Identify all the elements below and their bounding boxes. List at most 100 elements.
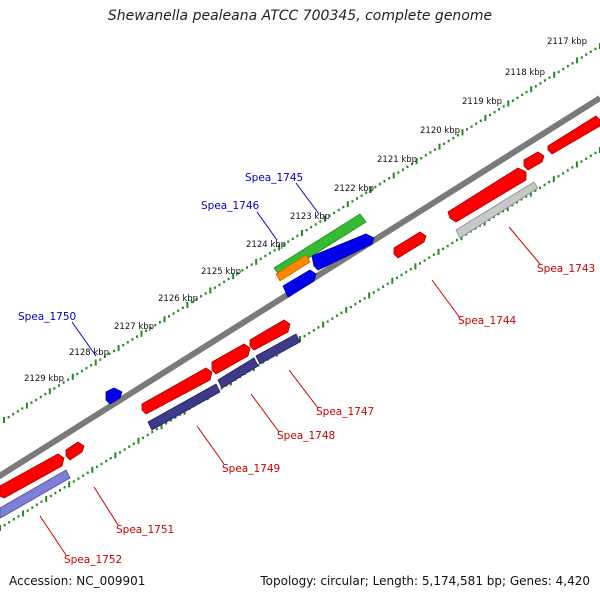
outer-tick-major — [461, 129, 464, 136]
outer-tick-major — [576, 57, 579, 64]
gene-red-5[interactable] — [249, 319, 291, 351]
outer-tick-major — [278, 244, 281, 251]
outer-tick-major — [71, 373, 74, 380]
gene-red-2[interactable] — [523, 151, 545, 171]
inner-tick-minor — [580, 160, 583, 163]
outer-tick-minor — [113, 349, 115, 353]
inner-tick-minor — [363, 297, 366, 300]
inner-tick-minor — [335, 314, 338, 317]
inner-tick-minor — [109, 457, 112, 460]
inner-tick-minor — [100, 462, 103, 466]
outer-tick-minor — [479, 119, 482, 122]
outer-tick-major — [25, 402, 28, 409]
outer-tick-major — [301, 230, 303, 236]
outer-tick-minor — [452, 136, 455, 140]
label-spea-1752: Spea_1752 — [64, 554, 122, 566]
outer-tick-minor — [374, 185, 377, 189]
outer-tick-major — [163, 316, 166, 323]
gene-red-9[interactable] — [0, 453, 65, 499]
scale-label: 2128 kbp — [69, 348, 109, 358]
outer-tick-minor — [195, 298, 198, 301]
gene-highlight-orange — [275, 254, 311, 282]
gene-red-4[interactable] — [393, 231, 427, 259]
outer-tick-minor — [406, 165, 409, 168]
outer-tick-minor — [566, 64, 569, 68]
leader-spea-1747 — [288, 369, 319, 409]
outer-tick-minor — [67, 378, 70, 381]
outer-tick-minor — [516, 96, 519, 99]
outer-tick-minor — [447, 139, 450, 143]
outer-tick-minor — [493, 111, 496, 114]
outer-tick-minor — [378, 182, 381, 186]
inner-tick-minor — [220, 387, 223, 390]
outer-tick-minor — [103, 355, 106, 358]
inner-tick-minor — [428, 256, 431, 259]
outer-tick-major — [94, 359, 97, 366]
inner-tick-major — [114, 452, 117, 459]
scale-label: 2125 kbp — [201, 267, 241, 277]
inner-tick-minor — [442, 247, 445, 251]
inner-tick-minor — [257, 364, 260, 367]
inner-tick-minor — [146, 433, 149, 437]
inner-tick-minor — [326, 320, 329, 323]
inner-tick-major — [391, 277, 394, 284]
outer-tick-minor — [21, 407, 24, 410]
outer-tick-minor — [145, 329, 148, 332]
inner-tick-minor — [17, 515, 20, 518]
gene-red-1[interactable] — [447, 167, 527, 223]
gene-red-3[interactable] — [547, 115, 600, 155]
label-spea-1747: Spea_1747 — [316, 406, 374, 418]
gene-red-6[interactable] — [211, 343, 251, 375]
gene-red-8[interactable] — [65, 441, 85, 461]
outer-tick-major — [3, 417, 5, 423]
outer-tick-minor — [314, 223, 317, 226]
inner-tick-minor — [488, 218, 491, 221]
gene-spea-1749-bar[interactable] — [147, 383, 221, 431]
inner-tick-minor — [165, 422, 168, 425]
inner-tick-major — [414, 263, 417, 270]
gene-spea-1745[interactable] — [311, 233, 375, 271]
inner-tick-minor — [432, 253, 435, 256]
gene-spea-1748-bar[interactable] — [217, 357, 259, 389]
outer-tick-major — [553, 71, 556, 78]
outer-tick-minor — [287, 240, 290, 243]
scale-label: 2123 kbp — [290, 212, 330, 222]
leader-spea-1746 — [256, 211, 278, 241]
label-spea-1750: Spea_1750 — [18, 311, 76, 323]
outer-tick-minor — [397, 171, 400, 174]
inner-tick-minor — [49, 494, 52, 498]
inner-tick-minor — [308, 332, 311, 335]
gene-spea-1746[interactable] — [282, 269, 317, 298]
inner-tick-minor — [400, 273, 403, 277]
outer-tick-minor — [30, 401, 33, 404]
outer-tick-major — [48, 388, 51, 395]
gene-spea-1750[interactable] — [105, 387, 123, 405]
inner-tick-minor — [26, 509, 29, 512]
outer-tick-minor — [319, 220, 322, 223]
outer-tick-minor — [158, 321, 161, 324]
label-spea-1748: Spea_1748 — [277, 430, 335, 442]
red-genes — [0, 115, 600, 499]
inner-tick-minor — [317, 326, 320, 329]
inner-tick-major — [368, 292, 371, 299]
outer-tick-major — [415, 158, 418, 165]
outer-tick-minor — [585, 53, 588, 56]
outer-tick-minor — [213, 286, 216, 289]
outer-tick-minor — [108, 352, 111, 355]
outer-scale-ticks — [3, 43, 600, 423]
inner-tick-major — [345, 306, 348, 313]
outer-tick-minor — [342, 205, 345, 209]
scale-label: 2127 kbp — [114, 322, 154, 332]
inner-tick-minor — [174, 416, 177, 419]
inner-tick-minor — [386, 282, 389, 285]
inner-tick-minor — [492, 215, 495, 219]
outer-tick-minor — [227, 277, 230, 281]
gene-spea-1751-bar[interactable] — [0, 469, 71, 519]
inner-tick-minor — [520, 198, 523, 201]
reverse-strand-genes — [0, 181, 539, 519]
outer-tick-minor — [456, 134, 459, 137]
gene-spea-1743-bar[interactable] — [455, 181, 539, 239]
gene-red-7[interactable] — [141, 367, 213, 415]
gene-spea-1747-bar[interactable] — [255, 333, 301, 365]
